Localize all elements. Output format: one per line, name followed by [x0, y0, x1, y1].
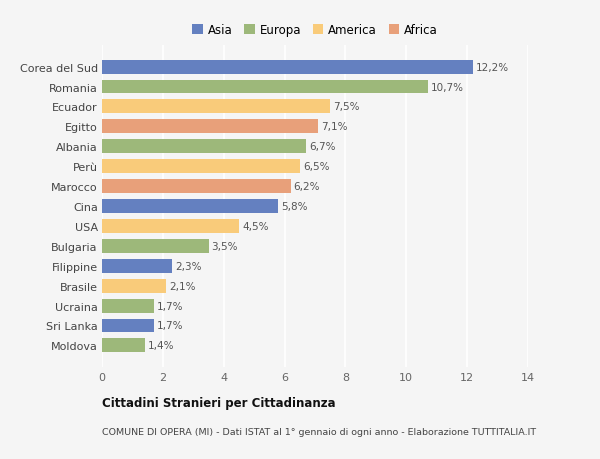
Text: 6,2%: 6,2% [294, 182, 320, 192]
Bar [102, 319, 154, 333]
Bar [102, 279, 166, 293]
Text: 3,5%: 3,5% [212, 241, 238, 251]
Text: 2,3%: 2,3% [175, 261, 202, 271]
Text: 6,5%: 6,5% [303, 162, 329, 172]
Bar [102, 180, 290, 194]
Bar [102, 100, 330, 114]
Text: 1,7%: 1,7% [157, 301, 183, 311]
Legend: Asia, Europa, America, Africa: Asia, Europa, America, Africa [192, 24, 438, 37]
Text: 10,7%: 10,7% [431, 82, 464, 92]
Bar [102, 239, 209, 253]
Text: 4,5%: 4,5% [242, 221, 268, 231]
Text: 12,2%: 12,2% [476, 62, 509, 73]
Bar [102, 200, 278, 213]
Text: 1,4%: 1,4% [148, 341, 174, 351]
Bar [102, 140, 306, 154]
Bar [102, 259, 172, 273]
Bar [102, 339, 145, 353]
Text: 6,7%: 6,7% [309, 142, 335, 152]
Text: Cittadini Stranieri per Cittadinanza: Cittadini Stranieri per Cittadinanza [102, 396, 335, 409]
Text: 1,7%: 1,7% [157, 321, 183, 331]
Bar [102, 160, 300, 174]
Bar [102, 120, 318, 134]
Text: 2,1%: 2,1% [169, 281, 196, 291]
Bar [102, 61, 473, 74]
Bar [102, 80, 428, 94]
Text: 5,8%: 5,8% [281, 202, 308, 212]
Text: 7,5%: 7,5% [333, 102, 360, 112]
Bar [102, 299, 154, 313]
Text: COMUNE DI OPERA (MI) - Dati ISTAT al 1° gennaio di ogni anno - Elaborazione TUTT: COMUNE DI OPERA (MI) - Dati ISTAT al 1° … [102, 427, 536, 436]
Bar [102, 219, 239, 233]
Text: 7,1%: 7,1% [321, 122, 347, 132]
